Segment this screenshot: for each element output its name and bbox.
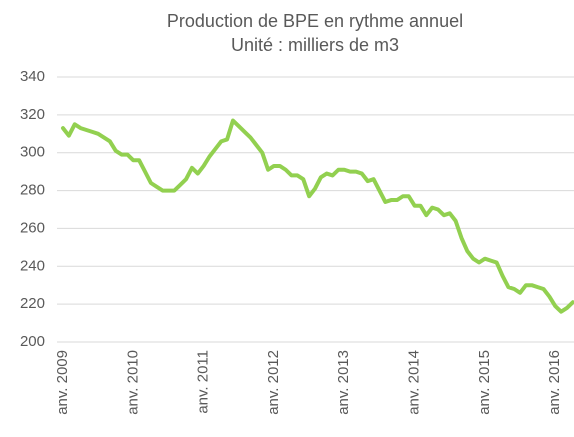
x-tick-label: anv. 2012 bbox=[265, 350, 282, 415]
x-tick-label: anv. 2010 bbox=[124, 350, 141, 415]
chart-subtitle: Unité : milliers de m3 bbox=[231, 35, 399, 55]
y-tick-label: 260 bbox=[20, 219, 45, 236]
x-tick-label: anv. 2014 bbox=[406, 350, 423, 415]
y-tick-label: 240 bbox=[20, 257, 45, 274]
x-tick-label: anv. 2011 bbox=[195, 350, 212, 414]
y-tick-label: 220 bbox=[20, 295, 45, 312]
x-tick-label: anv. 2013 bbox=[335, 350, 352, 415]
x-tick-label: anv. 2009 bbox=[54, 350, 71, 415]
y-tick-label: 300 bbox=[20, 144, 45, 161]
data-line bbox=[61, 118, 574, 314]
chart-title: Production de BPE en rythme annuel bbox=[167, 11, 463, 31]
y-tick-label: 280 bbox=[20, 182, 45, 199]
y-tick-label: 340 bbox=[20, 68, 45, 85]
y-tick-label: 320 bbox=[20, 106, 45, 123]
x-tick-label: anv. 2015 bbox=[476, 350, 493, 415]
y-tick-label: 200 bbox=[20, 333, 45, 350]
x-tick-label: anv. 2016 bbox=[546, 350, 563, 415]
